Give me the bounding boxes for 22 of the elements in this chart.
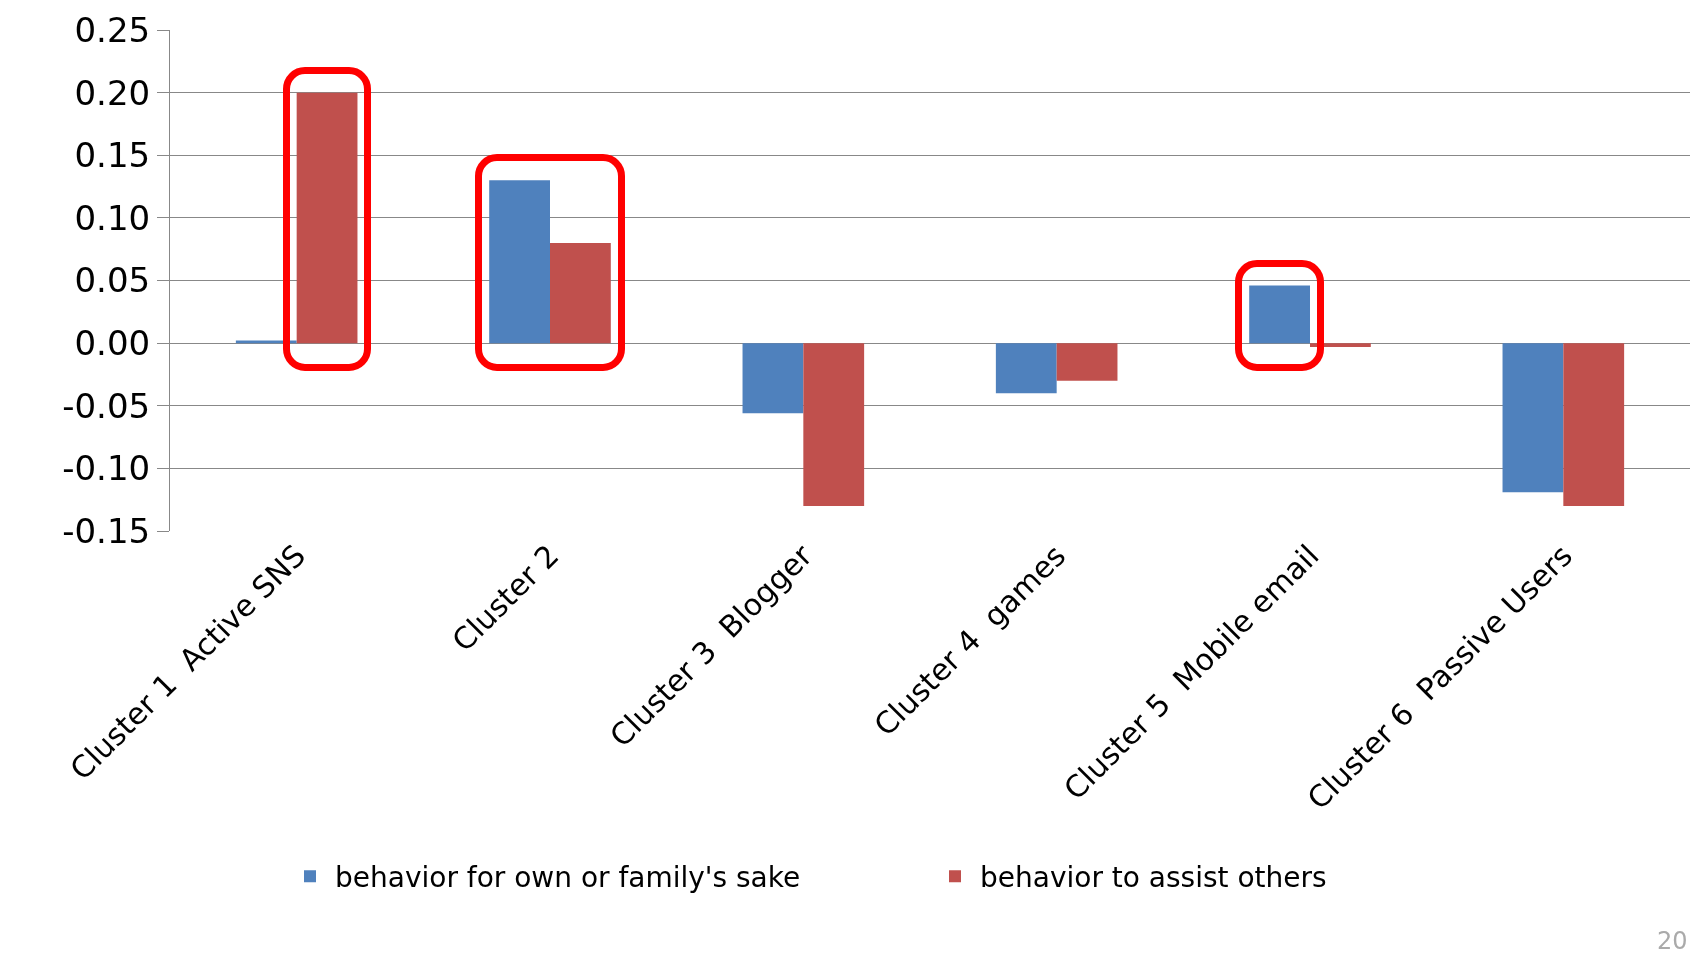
y-tick-label: -0.10 bbox=[62, 448, 151, 489]
bar bbox=[489, 180, 550, 344]
y-tick-label: 0.25 bbox=[74, 9, 151, 50]
y-tick-label: 0.05 bbox=[74, 260, 151, 301]
text: 20 bbox=[1657, 927, 1688, 955]
legend-label: behavior to assist others bbox=[980, 861, 1327, 895]
bar bbox=[1563, 343, 1625, 506]
bar bbox=[1249, 285, 1310, 344]
bar bbox=[1310, 343, 1371, 347]
legend-label: behavior for own or family's sake bbox=[335, 861, 801, 895]
y-tick-label: 0.15 bbox=[74, 135, 151, 176]
bar bbox=[742, 343, 804, 414]
bar bbox=[550, 242, 611, 344]
bar bbox=[803, 343, 865, 506]
bar bbox=[995, 343, 1057, 394]
bar bbox=[1502, 343, 1564, 493]
y-tick-label: 0.00 bbox=[74, 323, 151, 364]
y-tick-label: 0.20 bbox=[74, 72, 151, 113]
y-tick-label: 0.10 bbox=[74, 197, 151, 238]
y-tick-label: -0.15 bbox=[62, 510, 151, 551]
y-tick-label: -0.05 bbox=[62, 385, 151, 426]
bar bbox=[1056, 343, 1118, 381]
